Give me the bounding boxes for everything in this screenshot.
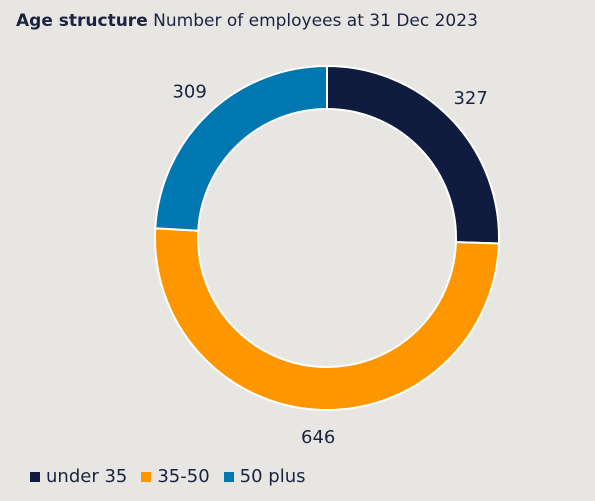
donut-slice-50-plus: [154, 64, 328, 232]
chart-title-line: Age structure Number of employees at 31 …: [16, 11, 478, 31]
legend-item-35-50: 35-50: [141, 466, 210, 487]
legend-label-under-35: under 35: [46, 466, 128, 487]
legend-item-under-35: under 35: [30, 466, 127, 487]
chart-title: Age structure: [16, 11, 148, 31]
legend-swatch-35-50: [141, 471, 152, 482]
data-labels: 327 646 309: [172, 82, 487, 448]
donut-slice-35-50: [154, 227, 500, 411]
data-label-50-plus: 309: [172, 82, 206, 103]
legend-label-35-50: 35-50: [157, 466, 210, 487]
chart-legend: under 35 35-50 50 plus: [30, 466, 306, 487]
data-label-35-50: 646: [301, 427, 335, 448]
legend-swatch-50-plus: [223, 471, 234, 482]
legend-swatch-under-35: [30, 471, 40, 482]
legend-item-50-plus: 50 plus: [223, 466, 306, 487]
data-label-under-35: 327: [453, 88, 487, 109]
legend-label-50-plus: 50 plus: [239, 466, 306, 487]
chart-subtitle: Number of employees at 31 Dec 2023: [153, 11, 478, 31]
donut-slices: [154, 64, 500, 411]
